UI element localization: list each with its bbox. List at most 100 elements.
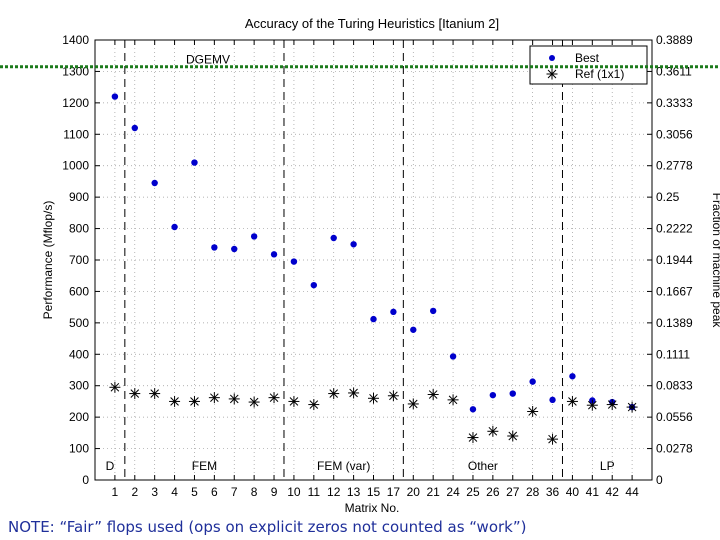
ref-point <box>368 392 379 404</box>
star-stroke <box>547 69 557 79</box>
best-point <box>270 251 278 258</box>
best-point <box>370 315 377 323</box>
x-tick-label: 36 <box>546 485 560 499</box>
y2-tick-label: 0.2778 <box>656 159 693 173</box>
ref-point <box>467 432 479 444</box>
x-axis-label: Matrix No. <box>345 501 400 515</box>
y-tick-label: 0 <box>82 473 89 487</box>
star-stroke <box>627 402 637 412</box>
star-stroke <box>170 397 179 406</box>
ref-point <box>188 395 200 407</box>
y-tick-label: 1400 <box>62 33 89 47</box>
best-point <box>410 326 417 333</box>
y2-tick-label: 0.1667 <box>656 284 693 298</box>
x-tick-label: 3 <box>151 485 158 499</box>
ref-point <box>268 392 280 404</box>
ref-point <box>387 390 399 402</box>
y-tick-label: 400 <box>69 347 89 361</box>
x-tick-label: 10 <box>287 485 301 499</box>
x-tick-label: 11 <box>308 485 321 499</box>
best-point <box>429 307 437 315</box>
x-tick-label: 7 <box>231 485 238 499</box>
x-tick-label: 25 <box>466 485 480 499</box>
best-point <box>469 406 477 413</box>
footer-note: NOTE: “Fair” flops used (ops on explicit… <box>8 518 527 536</box>
ref-point <box>547 433 559 445</box>
x-tick-label: 24 <box>446 485 460 499</box>
chart-title: Accuracy of the Turing Heuristics [Itani… <box>245 16 499 31</box>
ref-point <box>447 394 459 406</box>
group-label: FEM <box>192 459 217 473</box>
x-tick-label: 28 <box>526 485 540 499</box>
star-stroke <box>568 397 577 406</box>
legend-label-ref: Ref (1x1) <box>575 67 624 81</box>
y2-tick-label: 0.3056 <box>656 127 693 141</box>
y2-tick-label: 0.1111 <box>656 347 690 361</box>
reference-line-label: DGEMV <box>186 53 230 67</box>
star-stroke <box>269 393 279 402</box>
y2-tick-label: 0.3889 <box>656 33 693 47</box>
x-tick-label: 20 <box>407 485 421 499</box>
best-point <box>390 308 397 316</box>
ref-point <box>566 395 578 407</box>
ref-point <box>507 430 519 442</box>
group-dividers <box>124 40 563 480</box>
x-tick-label: 26 <box>486 485 500 499</box>
best-point <box>489 391 497 399</box>
ref-point <box>308 399 320 411</box>
legend-star-shape <box>546 68 558 80</box>
best-point <box>330 234 337 242</box>
legend-box <box>529 45 648 85</box>
y-tick-label: 1000 <box>62 159 89 173</box>
x-tick-label: 12 <box>327 485 341 499</box>
group-labels: D FEM FEM (var) Other LP <box>106 459 615 473</box>
y-tick-label: 900 <box>69 190 89 204</box>
star-stroke <box>528 407 537 416</box>
best-point <box>350 241 357 248</box>
best-point <box>211 244 218 251</box>
star-stroke <box>448 395 458 405</box>
ref-point <box>129 388 141 400</box>
star-stroke <box>249 397 259 407</box>
y2-tick-label: 0.2222 <box>656 222 693 236</box>
best-point <box>509 390 516 397</box>
ref-point <box>527 405 539 417</box>
x-tick-label: 40 <box>566 485 580 499</box>
ref-point <box>586 399 598 411</box>
star-stroke <box>289 397 299 406</box>
best-point <box>250 233 258 240</box>
ref-point <box>626 401 638 413</box>
star-stroke <box>369 393 378 403</box>
star-stroke <box>607 400 617 409</box>
y-tick-label: 500 <box>69 316 89 330</box>
legend-label-best: Best <box>575 51 600 65</box>
group-label: FEM (var) <box>317 459 370 473</box>
ref-point <box>109 381 121 393</box>
best-point <box>529 378 536 385</box>
x-tick-label: 8 <box>251 485 258 499</box>
y2-tick-label: 0.3333 <box>656 96 693 110</box>
ref-point <box>606 399 618 411</box>
y-tick-label: 700 <box>69 253 89 267</box>
x-tick-label: 6 <box>211 485 218 499</box>
x-tick-label: 42 <box>606 485 620 499</box>
ref-point <box>487 425 499 437</box>
grid <box>95 39 652 481</box>
ref-point <box>169 395 181 407</box>
best-point <box>171 223 178 231</box>
y-tick-label: 1200 <box>62 96 89 110</box>
x-tick-label: 9 <box>271 485 278 499</box>
legend-marker-best <box>549 55 555 61</box>
ref-point <box>328 388 340 400</box>
star-stroke <box>329 389 339 398</box>
star-stroke <box>349 388 358 398</box>
star-stroke <box>130 389 140 398</box>
y2-tick-label: 0.0278 <box>656 442 693 456</box>
y-tick-label: 200 <box>69 410 89 424</box>
star-stroke <box>190 397 199 406</box>
group-label: Other <box>468 459 498 473</box>
star-stroke <box>210 393 219 402</box>
star-stroke <box>468 433 478 442</box>
star-stroke <box>110 382 120 392</box>
